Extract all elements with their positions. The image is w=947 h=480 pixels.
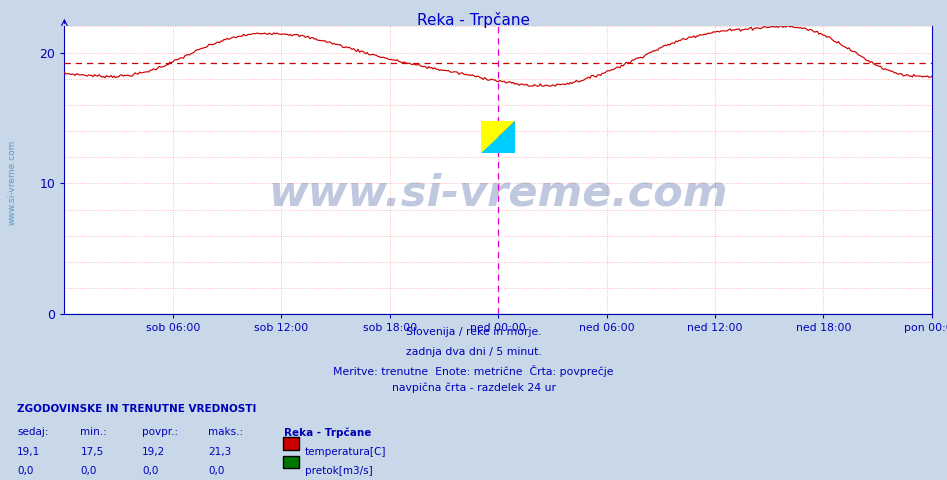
Text: 19,1: 19,1 [17,447,41,457]
Text: temperatura[C]: temperatura[C] [305,447,386,457]
Text: 0,0: 0,0 [208,466,224,476]
Bar [481,121,498,153]
Text: Reka - Trpčane: Reka - Trpčane [284,427,371,438]
Text: 0,0: 0,0 [142,466,158,476]
Text: sedaj:: sedaj: [17,427,48,437]
Text: 19,2: 19,2 [142,447,166,457]
Text: povpr.:: povpr.: [142,427,178,437]
Text: 0,0: 0,0 [80,466,97,476]
Text: 0,0: 0,0 [17,466,33,476]
Text: zadnja dva dni / 5 minut.: zadnja dva dni / 5 minut. [405,347,542,357]
Polygon shape [481,121,515,153]
Text: 17,5: 17,5 [80,447,104,457]
Text: maks.:: maks.: [208,427,243,437]
Bar [498,121,515,153]
Text: pretok[m3/s]: pretok[m3/s] [305,466,373,476]
Text: Reka - Trpčane: Reka - Trpčane [417,12,530,27]
Text: www.si-vreme.com: www.si-vreme.com [8,140,17,225]
Text: 21,3: 21,3 [208,447,232,457]
Text: ZGODOVINSKE IN TRENUTNE VREDNOSTI: ZGODOVINSKE IN TRENUTNE VREDNOSTI [17,404,257,414]
Text: www.si-vreme.com: www.si-vreme.com [268,172,728,215]
Text: navpična črta - razdelek 24 ur: navpična črta - razdelek 24 ur [391,383,556,393]
Text: min.:: min.: [80,427,107,437]
Polygon shape [481,121,515,153]
Text: Slovenija / reke in morje.: Slovenija / reke in morje. [405,327,542,337]
Text: Meritve: trenutne  Enote: metrične  Črta: povprečje: Meritve: trenutne Enote: metrične Črta: … [333,365,614,377]
